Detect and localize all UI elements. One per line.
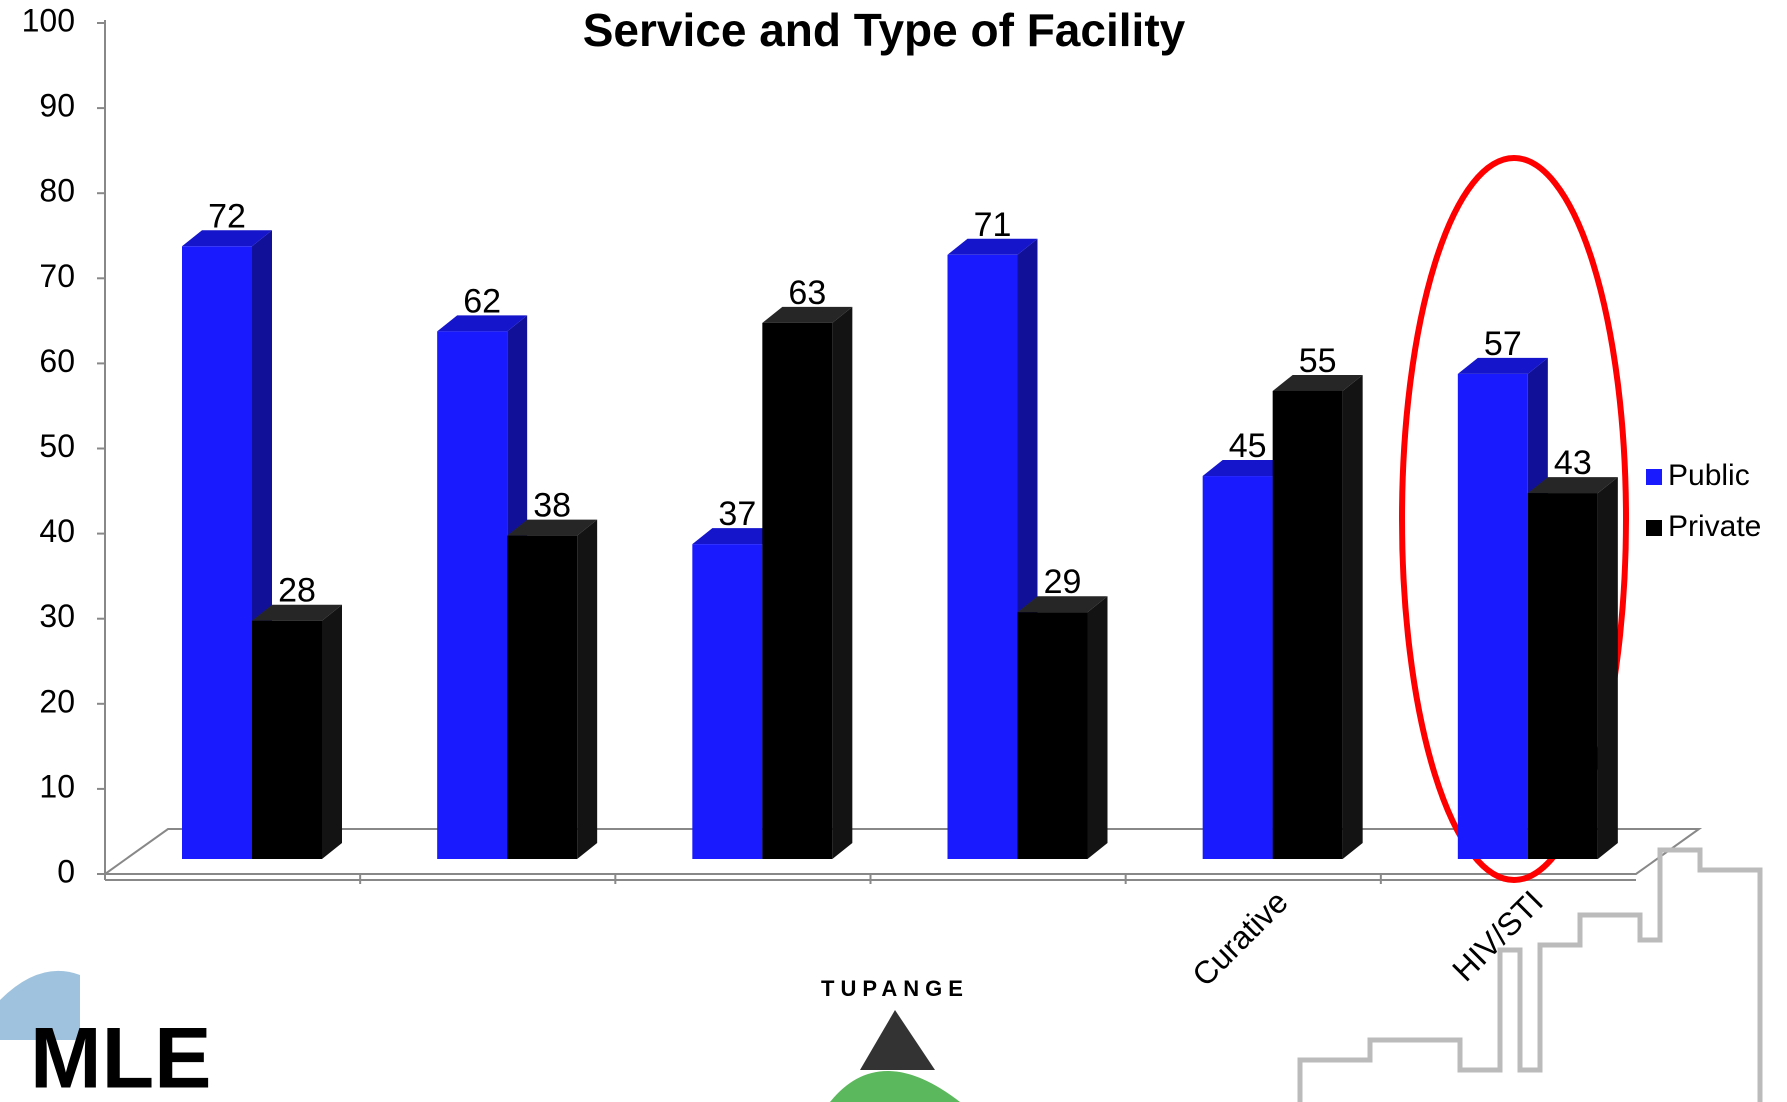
bar	[1273, 375, 1363, 859]
y-tick-label: 90	[39, 88, 75, 124]
bar-face	[832, 307, 852, 859]
value-label: 37	[718, 495, 756, 533]
bar-face	[948, 255, 1018, 859]
bar	[507, 520, 597, 859]
bar	[1018, 596, 1108, 859]
bar-face	[1598, 477, 1618, 859]
y-tick-label: 50	[39, 428, 75, 464]
y-tick-label: 0	[57, 853, 75, 889]
x-tick-label: Curative	[1185, 883, 1295, 993]
logo-text: TUPANGE	[821, 976, 969, 1001]
y-tick-label: 30	[39, 598, 75, 634]
value-label: 71	[974, 206, 1012, 244]
y-tick-label: 10	[39, 768, 75, 804]
logo-shape	[860, 1010, 935, 1070]
bar-face	[507, 536, 577, 859]
value-label: 72	[208, 197, 246, 235]
value-label: 55	[1299, 342, 1337, 380]
y-tick-label: 100	[22, 2, 75, 38]
y-tick-label: 40	[39, 513, 75, 549]
value-label: 63	[788, 274, 826, 312]
bar-face	[182, 246, 252, 859]
value-label: 57	[1484, 325, 1522, 363]
bar	[762, 307, 852, 859]
logo-text: MLE	[30, 1011, 212, 1102]
bar-face	[1273, 391, 1343, 859]
logo-mle: MLE	[0, 971, 212, 1102]
bar-face	[692, 544, 762, 859]
bar-face	[1458, 374, 1528, 859]
bar-face	[1343, 375, 1363, 859]
bar-face	[762, 323, 832, 859]
bar	[1528, 477, 1618, 859]
chart-title: Service and Type of Facility	[583, 4, 1186, 56]
legend-label: Public	[1668, 459, 1750, 492]
bar-face	[577, 520, 597, 859]
value-label: 45	[1229, 427, 1267, 465]
bar-face	[1528, 493, 1598, 859]
bar-face	[322, 605, 342, 859]
bar	[252, 605, 342, 859]
legend-label: Private	[1668, 510, 1761, 543]
logo-shape	[830, 1071, 960, 1102]
bar-face	[1203, 476, 1273, 859]
y-tick-label: 80	[39, 173, 75, 209]
bar-face	[437, 331, 507, 859]
value-label: 43	[1554, 444, 1592, 482]
bar-face	[1018, 612, 1088, 859]
bar-face	[252, 621, 322, 859]
legend-swatch	[1646, 469, 1662, 485]
skyline-decoration	[1300, 850, 1760, 1102]
logo-tupange: TUPANGE	[821, 976, 969, 1102]
bar-face	[1088, 596, 1108, 859]
y-tick-label: 60	[39, 343, 75, 379]
y-tick-label: 70	[39, 258, 75, 294]
legend-swatch	[1646, 520, 1662, 536]
chart: Service and Type of Facility MLE TUPANGE…	[0, 0, 1787, 1102]
value-label: 28	[278, 572, 316, 610]
value-label: 29	[1044, 563, 1082, 601]
y-tick-label: 20	[39, 683, 75, 719]
value-label: 62	[463, 282, 501, 320]
value-label: 38	[533, 487, 571, 525]
